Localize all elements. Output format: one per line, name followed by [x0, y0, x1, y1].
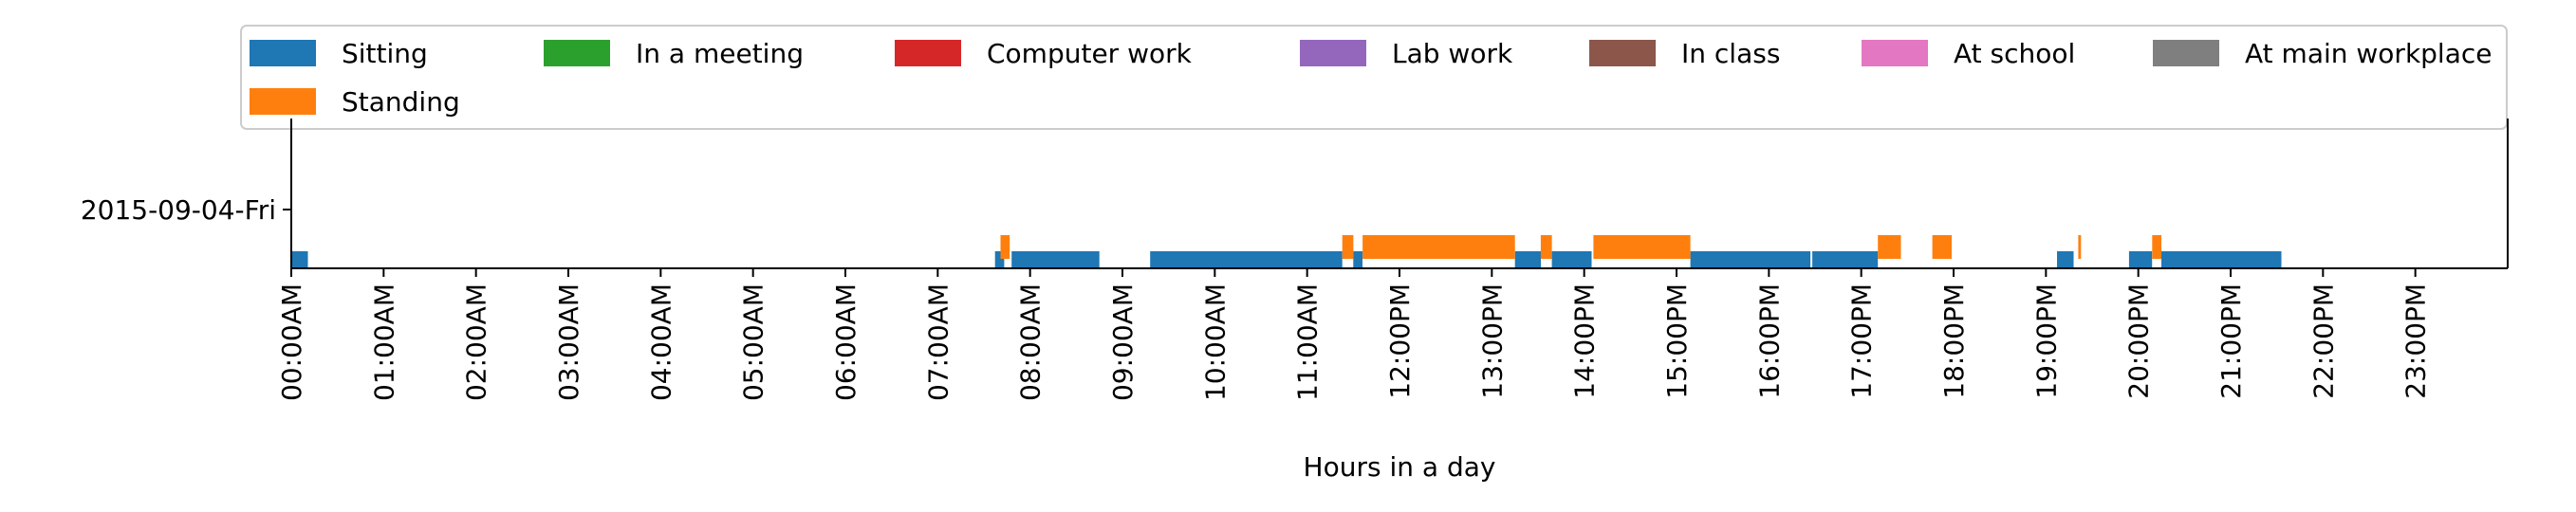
legend-label: In class: [1681, 38, 1780, 69]
x-tick-label: 23:00PM: [2400, 283, 2432, 399]
legend-swatch-in-a-meeting: [544, 40, 610, 66]
sitting-bar-4: [1353, 251, 1362, 268]
standing-bar-0: [1000, 235, 1010, 259]
x-tick-label: 17:00PM: [1846, 283, 1878, 399]
x-tick-label: 12:00PM: [1384, 283, 1416, 399]
x-tick-label: 13:00PM: [1476, 283, 1508, 399]
bars-group: [291, 235, 2282, 268]
x-tick-label: 15:00PM: [1661, 283, 1693, 399]
legend-label: Lab work: [1392, 38, 1513, 69]
x-tick-label: 22:00PM: [2307, 283, 2339, 399]
legend-box: [240, 25, 2508, 130]
legend-swatch-sitting: [250, 40, 316, 66]
standing-bar-3: [1540, 235, 1552, 259]
standing-bar-4: [1593, 235, 1691, 259]
sitting-bar-11: [2161, 251, 2282, 268]
x-tick-label: 06:00AM: [830, 283, 862, 401]
x-tick-label: 01:00AM: [368, 283, 399, 401]
legend-label: Sitting: [342, 38, 428, 69]
x-tick-label: 10:00AM: [1199, 283, 1231, 401]
sitting-bar-3: [1150, 251, 1343, 268]
x-tick-label: 02:00AM: [461, 283, 492, 401]
standing-bar-5: [1878, 235, 1901, 259]
x-tick-label: 21:00PM: [2215, 283, 2247, 399]
x-tick-label: 08:00AM: [1015, 283, 1047, 401]
x-tick-label: 16:00PM: [1753, 283, 1785, 399]
legend-label: Computer work: [987, 38, 1193, 69]
sitting-bar-6: [1551, 251, 1592, 268]
legend-label: Standing: [342, 86, 460, 118]
legend-label: In a meeting: [636, 38, 804, 69]
legend-swatch-in-class: [1589, 40, 1656, 66]
legend-swatch-lab-work: [1300, 40, 1366, 66]
x-tick-label: 03:00AM: [553, 283, 584, 401]
sitting-bar-7: [1690, 251, 1811, 268]
legend-label: At school: [1954, 38, 2075, 69]
standing-bar-8: [2152, 235, 2161, 259]
x-tick-label: 00:00AM: [276, 283, 307, 401]
legend-label: At main workplace: [2245, 38, 2493, 69]
sitting-bar-0: [291, 251, 308, 268]
standing-bar-7: [2078, 235, 2082, 259]
x-tick-label: 14:00PM: [1569, 283, 1601, 399]
x-tick-label: 04:00AM: [645, 283, 676, 401]
standing-bar-2: [1362, 235, 1515, 259]
sitting-bar-9: [2057, 251, 2074, 268]
x-tick-label: 11:00AM: [1292, 283, 1324, 401]
legend-swatch-computer-work: [895, 40, 961, 66]
x-axis-label: Hours in a day: [1304, 451, 1496, 483]
x-tick-label: 19:00PM: [2030, 283, 2062, 399]
x-tick-label: 20:00PM: [2123, 283, 2155, 399]
legend-swatch-standing: [250, 88, 316, 115]
plot-area: [290, 119, 2509, 269]
sitting-bar-10: [2128, 251, 2153, 268]
y-axis: 2015-09-04-Fri: [81, 194, 291, 226]
sitting-bar-1: [994, 251, 1005, 268]
standing-bar-1: [1342, 235, 1354, 259]
sitting-bar-2: [1011, 251, 1100, 268]
x-tick-label: 09:00AM: [1107, 283, 1139, 401]
x-tick-label: 18:00PM: [1938, 283, 1970, 399]
chart-legend: Sitting In a meeting Computer work Lab work…: [240, 25, 2508, 130]
standing-bar-6: [1932, 235, 1952, 259]
y-tick-label: 2015-09-04-Fri: [81, 194, 276, 226]
legend-swatch-at-main-workplace: [2153, 40, 2219, 66]
x-tick-label: 07:00AM: [922, 283, 954, 401]
legend-swatch-at-school: [1862, 40, 1928, 66]
sitting-bar-8: [1812, 251, 1879, 268]
sitting-bar-5: [1514, 251, 1541, 268]
x-axis: 00:00AM 01:00AM 02:00AM 03:00AM 04:00AM 05:00…: [276, 268, 2432, 401]
x-tick-label: 05:00AM: [738, 283, 769, 401]
